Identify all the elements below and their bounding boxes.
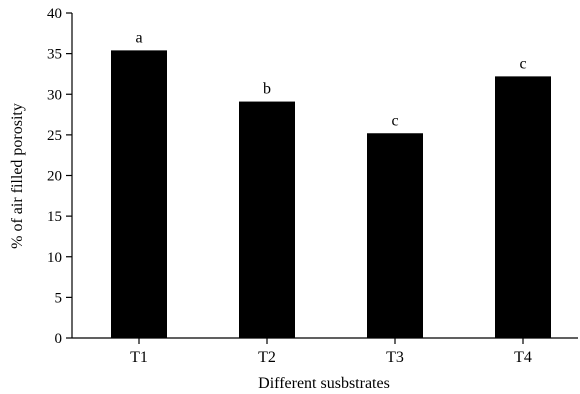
x-tick-label: T2: [258, 349, 276, 366]
bar-t3: [367, 133, 423, 338]
x-axis-label: Different susbstrates: [258, 375, 390, 392]
x-tick-label: T4: [514, 349, 532, 366]
y-tick-label: 25: [47, 128, 62, 144]
y-tick-label: 30: [47, 87, 62, 103]
y-axis-label: % of air filled porosity: [9, 103, 26, 249]
bar-t1: [111, 50, 167, 338]
y-tick-label: 35: [47, 47, 62, 63]
x-tick-label: T1: [130, 349, 148, 366]
plot-area: 0 5 10 15 20 25 30 35 40 T1 a T2 b T3 c T4 c: [47, 6, 578, 366]
y-tick-label: 20: [47, 169, 62, 185]
significance-label: a: [135, 29, 142, 46]
significance-label: c: [519, 55, 526, 72]
significance-label: c: [391, 112, 398, 129]
y-tick-label: 0: [55, 331, 63, 347]
y-tick-label: 15: [47, 209, 62, 225]
y-tick-label: 5: [55, 290, 63, 306]
bar-t4: [495, 76, 551, 338]
y-tick-label: 10: [47, 250, 62, 266]
significance-label: b: [263, 81, 271, 98]
x-tick-label: T3: [386, 349, 404, 366]
y-tick-label: 40: [47, 6, 62, 22]
bar-t2: [239, 101, 295, 338]
